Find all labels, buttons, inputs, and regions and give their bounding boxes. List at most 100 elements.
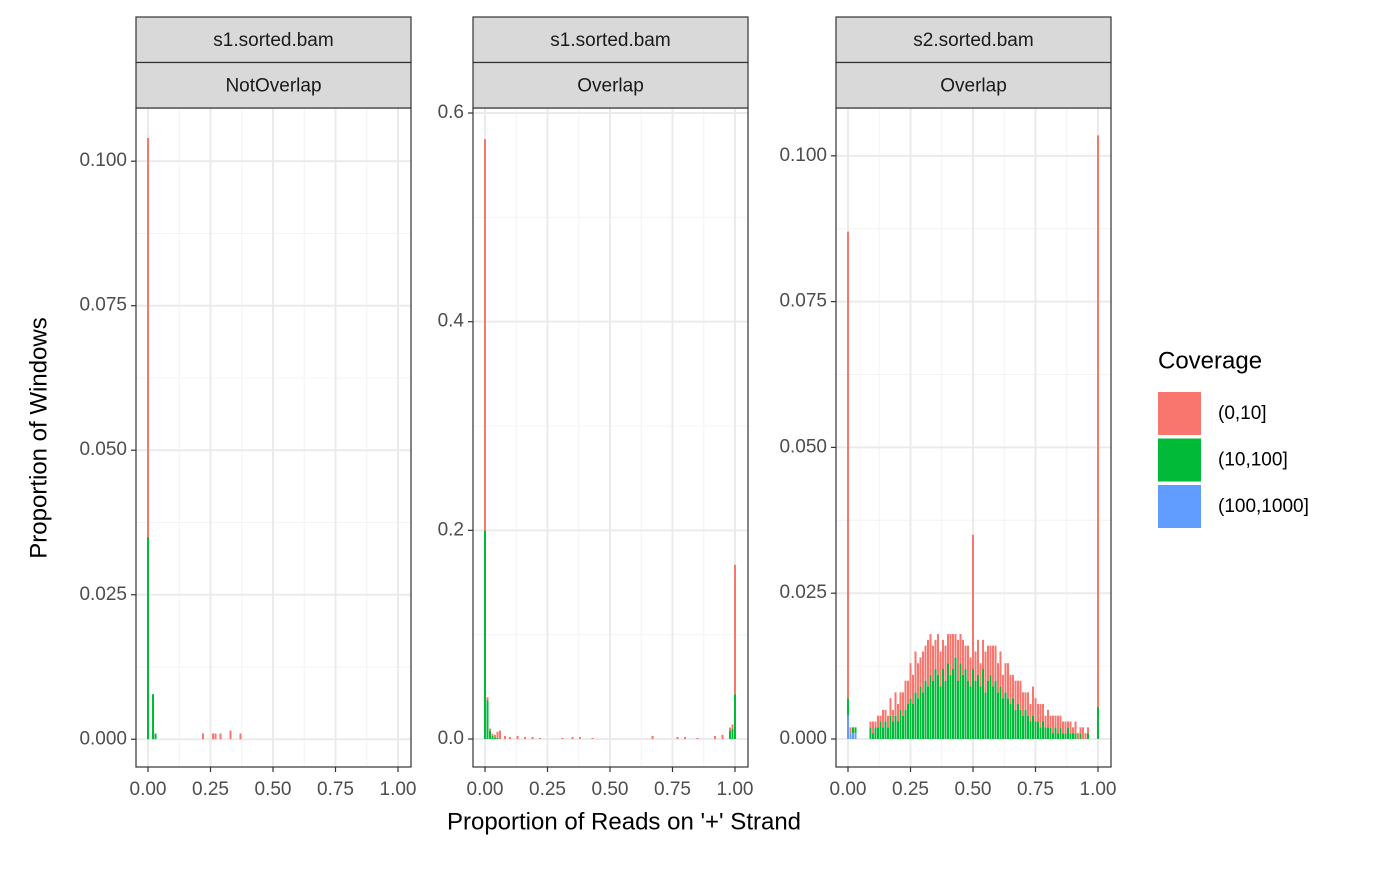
y-tick-label: 0.050 — [79, 439, 127, 460]
bar-segment — [1007, 698, 1009, 740]
bar-segment — [1009, 674, 1012, 705]
bar-segment — [524, 736, 526, 740]
bar-segment — [899, 709, 902, 740]
bar-segment — [1052, 715, 1054, 734]
bar-segment — [924, 680, 927, 740]
bar-segment — [847, 231, 849, 699]
bar-segment — [889, 715, 892, 740]
bar-segment — [219, 733, 222, 740]
legend-key — [1158, 438, 1201, 482]
bar-segment — [959, 634, 962, 664]
bar-segment — [731, 724, 734, 729]
bar-segment — [1082, 727, 1084, 740]
bar-segment — [1022, 715, 1024, 740]
bar-segment — [894, 715, 897, 740]
bar-segment — [954, 634, 957, 658]
legend-label: (100,1000] — [1218, 496, 1309, 517]
legend-label: (0,10] — [1218, 403, 1267, 424]
bar-segment — [1052, 733, 1054, 740]
bar-segment — [979, 686, 982, 740]
bar-segment — [1062, 721, 1064, 734]
legend-title: Coverage — [1158, 347, 1262, 374]
bar-segment — [884, 709, 887, 722]
bar-segment — [1047, 709, 1049, 728]
bar-segment — [499, 730, 501, 740]
bar-segment — [964, 669, 967, 740]
bar-segment — [486, 697, 489, 701]
x-tick-label: 0.75 — [317, 779, 354, 800]
x-tick-label: 1.00 — [1080, 779, 1117, 800]
bar-segment — [887, 715, 889, 728]
bar-segment — [1059, 715, 1062, 728]
bar-segment — [882, 727, 884, 740]
bar-segment — [212, 733, 214, 740]
legend-label: (10,100] — [1218, 450, 1288, 471]
bar-segment — [847, 698, 849, 716]
bar-segment — [1007, 663, 1009, 699]
bar-segment — [729, 727, 731, 731]
bar-segment — [684, 736, 686, 740]
bar-segment — [927, 686, 929, 740]
bar-segment — [152, 694, 154, 740]
y-tick-label: 0.000 — [79, 728, 127, 749]
x-tick-label: 0.00 — [467, 779, 504, 800]
x-tick-label: 0.50 — [255, 779, 292, 800]
x-tick-label: 1.00 — [717, 779, 754, 800]
bar-segment — [1097, 706, 1099, 740]
bar-segment — [239, 733, 242, 740]
bar-segment — [969, 657, 972, 687]
bar-segment — [894, 692, 897, 716]
bar-segment — [872, 733, 874, 740]
y-tick-label: 0.6 — [438, 102, 464, 123]
bar-segment — [731, 728, 734, 740]
bar-segment — [1049, 727, 1052, 740]
bar-segment — [1012, 698, 1014, 740]
bar-segment — [957, 680, 959, 740]
bar-segment — [982, 669, 984, 740]
bar-segment — [944, 645, 947, 681]
bar-segment — [1057, 733, 1059, 740]
bar-segment — [989, 674, 992, 740]
bar-segment — [489, 730, 491, 740]
bar-segment — [947, 663, 949, 740]
bar-segment — [904, 680, 907, 710]
bar-segment — [734, 564, 736, 695]
strip — [835, 16, 1112, 64]
bar-segment — [914, 692, 917, 740]
strip-label: s1.sorted.bam — [213, 30, 333, 51]
y-tick-label: 0.025 — [779, 582, 827, 603]
bar-segment — [912, 674, 914, 705]
strip-label: Overlap — [940, 76, 1007, 97]
bar-segment — [879, 721, 882, 740]
bar-segment — [147, 138, 149, 537]
bar-segment — [999, 686, 1002, 740]
bar-segment — [1009, 704, 1012, 740]
bar-segment — [954, 657, 957, 740]
bar-segment — [496, 737, 499, 740]
bar-segment — [1087, 727, 1089, 734]
bar-segment — [907, 680, 909, 705]
bar-segment — [959, 663, 962, 740]
bar-segment — [952, 634, 954, 670]
bar-segment — [1044, 727, 1047, 740]
bar-segment — [496, 731, 499, 738]
x-tick-label: 0.50 — [592, 779, 629, 800]
bar-segment — [952, 669, 954, 740]
bar-segment — [879, 715, 882, 722]
bar-segment — [1004, 663, 1007, 693]
bar-segment — [887, 727, 889, 740]
bar-segment — [917, 698, 919, 740]
bar-segment — [907, 704, 909, 740]
bar-segment — [942, 669, 944, 740]
bar-segment — [154, 733, 157, 740]
bar-segment — [882, 709, 884, 728]
bar-segment — [1019, 680, 1022, 710]
bar-segment — [892, 721, 894, 740]
bar-segment — [1024, 709, 1027, 740]
bar-segment — [1054, 727, 1057, 740]
bar-segment — [1067, 727, 1069, 740]
bar-segment — [939, 686, 942, 740]
y-tick-label: 0.000 — [779, 728, 827, 749]
strip — [135, 61, 412, 109]
